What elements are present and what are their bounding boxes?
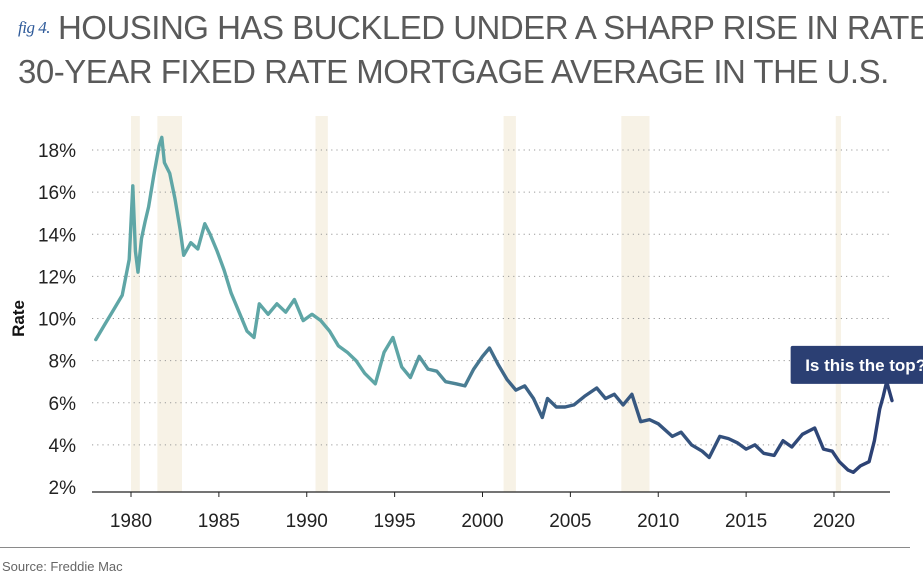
source-divider [0,547,910,548]
y-tick-label: 18% [38,141,76,162]
recession-band [315,116,328,492]
recession-band [503,116,516,492]
y-tick-label: 12% [38,267,76,288]
gridlines [92,149,890,446]
y-axis-ticks: 2% 4% 6% 8% 10% 12% 14% 16% 18% [38,141,76,499]
recession-band [835,116,842,492]
figure-label: fig 4. [18,18,50,37]
y-axis-label: Rate [9,300,28,337]
annotation-box [790,345,923,384]
y-tick-label: 14% [38,225,76,246]
y-tick-label: 8% [49,352,77,373]
annotation-callout: Is this the top? [790,345,923,384]
y-tick-label: 6% [49,394,77,415]
recession-band [621,116,650,492]
series-line [94,135,894,474]
x-tick-label: 2015 [725,511,767,532]
x-tick-label: 1985 [198,511,240,532]
title-line-1: fig 4. HOUSING HAS BUCKLED UNDER A SHARP … [18,6,923,50]
x-tick-label: 1990 [286,511,328,532]
x-tick-label: 1980 [110,511,152,532]
x-axis-ticks: 1980 1985 1990 1995 2000 2005 2010 2015 2020 [110,492,855,532]
y-tick-label: 4% [49,436,77,457]
y-tick-label: 16% [38,183,76,204]
title-text-1: HOUSING HAS BUCKLED UNDER A SHARP RISE I… [57,9,923,46]
x-tick-label: 2020 [813,511,855,532]
x-tick-label: 2010 [637,511,679,532]
recession-band [131,116,140,492]
annotation-text: Is this the top? [805,356,923,375]
y-tick-label: 2% [49,478,77,499]
x-tick-label: 1995 [373,511,415,532]
y-tick-label: 10% [38,310,76,331]
title-line-2: 30-YEAR FIXED RATE MORTGAGE AVERAGE IN T… [18,53,889,90]
x-tick-label: 2005 [549,511,591,532]
x-tick-label: 2000 [461,511,503,532]
chart-title: fig 4. HOUSING HAS BUCKLED UNDER A SHARP … [18,6,923,94]
recession-bands [131,116,842,492]
source-note: Source: Freddie Mac [2,559,123,574]
